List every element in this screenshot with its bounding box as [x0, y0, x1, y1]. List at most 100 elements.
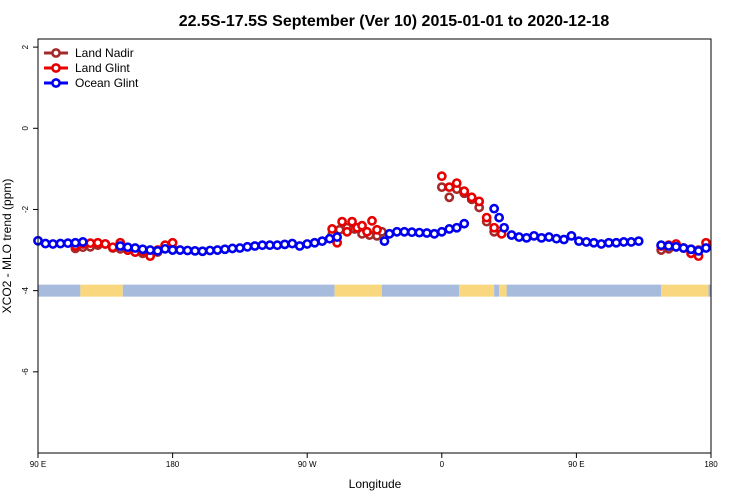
- data-point: [249, 241, 260, 251]
- surface-band-ocean-segment: [708, 284, 711, 297]
- plot-frame: [37, 38, 712, 454]
- data-point: [459, 218, 470, 229]
- data-point: [633, 236, 644, 247]
- data-point: [701, 243, 711, 253]
- data-point: [92, 237, 103, 248]
- data-point: [451, 222, 462, 233]
- data-point: [489, 203, 500, 214]
- data-point: [436, 182, 447, 193]
- data-point: [145, 245, 156, 255]
- legend-label: Land Nadir: [75, 46, 134, 60]
- data-point: [337, 216, 347, 227]
- data-point: [167, 245, 178, 255]
- data-point: [70, 237, 81, 248]
- data-point: [521, 232, 532, 243]
- data-point: [242, 241, 253, 252]
- legend-item: Land Glint: [44, 61, 130, 75]
- data-point: [182, 245, 193, 256]
- y-tick-label: 2: [21, 44, 30, 49]
- data-series: [33, 171, 711, 262]
- y-axis-label: XCO2 - MLO trend (ppm): [0, 179, 14, 314]
- data-point: [317, 236, 328, 247]
- data-point: [63, 238, 73, 249]
- legend-label: Land Glint: [75, 61, 130, 75]
- data-point: [107, 242, 118, 253]
- data-point: [406, 227, 417, 238]
- surface-band-land-segment: [499, 284, 507, 297]
- x-tick-label: 180: [704, 460, 718, 469]
- data-point: [506, 230, 517, 240]
- x-tick-label: 90 E: [30, 460, 46, 469]
- surface-band-land-segment: [80, 284, 123, 297]
- surface-band: [38, 284, 711, 297]
- data-point: [115, 241, 126, 251]
- data-point: [197, 246, 208, 257]
- surface-band-land-segment: [459, 284, 495, 297]
- data-point: [444, 182, 455, 193]
- data-point: [474, 196, 485, 207]
- data-point: [663, 241, 674, 251]
- legend-swatch-marker: [51, 48, 61, 58]
- data-point: [466, 192, 477, 203]
- data-point: [100, 239, 111, 249]
- x-tick-label: 90 W: [298, 460, 317, 469]
- x-tick-label: 90 E: [568, 460, 584, 469]
- surface-band-ocean-segment: [38, 284, 81, 297]
- data-point: [399, 226, 410, 237]
- data-point: [272, 240, 283, 251]
- data-point: [566, 230, 577, 241]
- data-point: [544, 232, 554, 242]
- data-point: [85, 238, 96, 249]
- data-point: [372, 224, 382, 235]
- legend-swatch-marker: [51, 78, 61, 88]
- series-ocean-glint: [33, 203, 711, 257]
- surface-band-ocean-segment: [122, 284, 335, 297]
- data-point: [152, 245, 163, 256]
- x-tick-label: 0: [440, 460, 445, 469]
- data-point: [55, 238, 66, 249]
- data-point: [603, 237, 614, 248]
- legend-item: Land Nadir: [44, 46, 134, 60]
- surface-band-ocean-segment: [494, 284, 500, 297]
- chart-title: 22.5S-17.5S September (Ver 10) 2015-01-0…: [179, 13, 610, 30]
- data-point: [205, 245, 215, 256]
- data-point: [444, 224, 455, 234]
- data-point: [588, 237, 599, 248]
- data-point: [40, 238, 51, 249]
- data-point: [264, 240, 275, 251]
- data-point: [190, 245, 200, 256]
- y-tick-label: -4: [21, 287, 30, 295]
- data-point: [257, 240, 268, 251]
- data-point: [489, 222, 500, 233]
- surface-band-land-segment: [661, 284, 709, 297]
- data-point: [294, 241, 305, 251]
- y-tick-label: -6: [21, 368, 30, 376]
- data-point: [573, 236, 584, 247]
- y-tick-label: 0: [21, 126, 30, 131]
- data-point: [529, 230, 539, 241]
- data-point: [234, 243, 245, 253]
- data-point: [379, 236, 390, 247]
- data-point: [559, 234, 569, 245]
- data-point: [392, 226, 402, 237]
- data-point: [551, 233, 562, 244]
- data-point: [287, 238, 298, 249]
- data-point: [347, 216, 357, 227]
- legend-swatch-marker: [51, 63, 61, 73]
- data-point: [324, 233, 335, 244]
- data-point: [160, 243, 171, 254]
- y-axis: 2 0 -2 -4 -6: [21, 44, 38, 375]
- data-point: [357, 220, 367, 231]
- legend-label: Ocean Glint: [75, 76, 139, 90]
- data-point: [227, 243, 238, 254]
- data-point: [327, 224, 338, 234]
- data-point: [686, 244, 696, 255]
- data-point: [122, 242, 133, 253]
- data-point: [436, 226, 447, 237]
- data-point: [429, 228, 440, 239]
- data-point: [451, 178, 462, 188]
- data-point: [693, 245, 704, 256]
- data-point: [362, 226, 372, 237]
